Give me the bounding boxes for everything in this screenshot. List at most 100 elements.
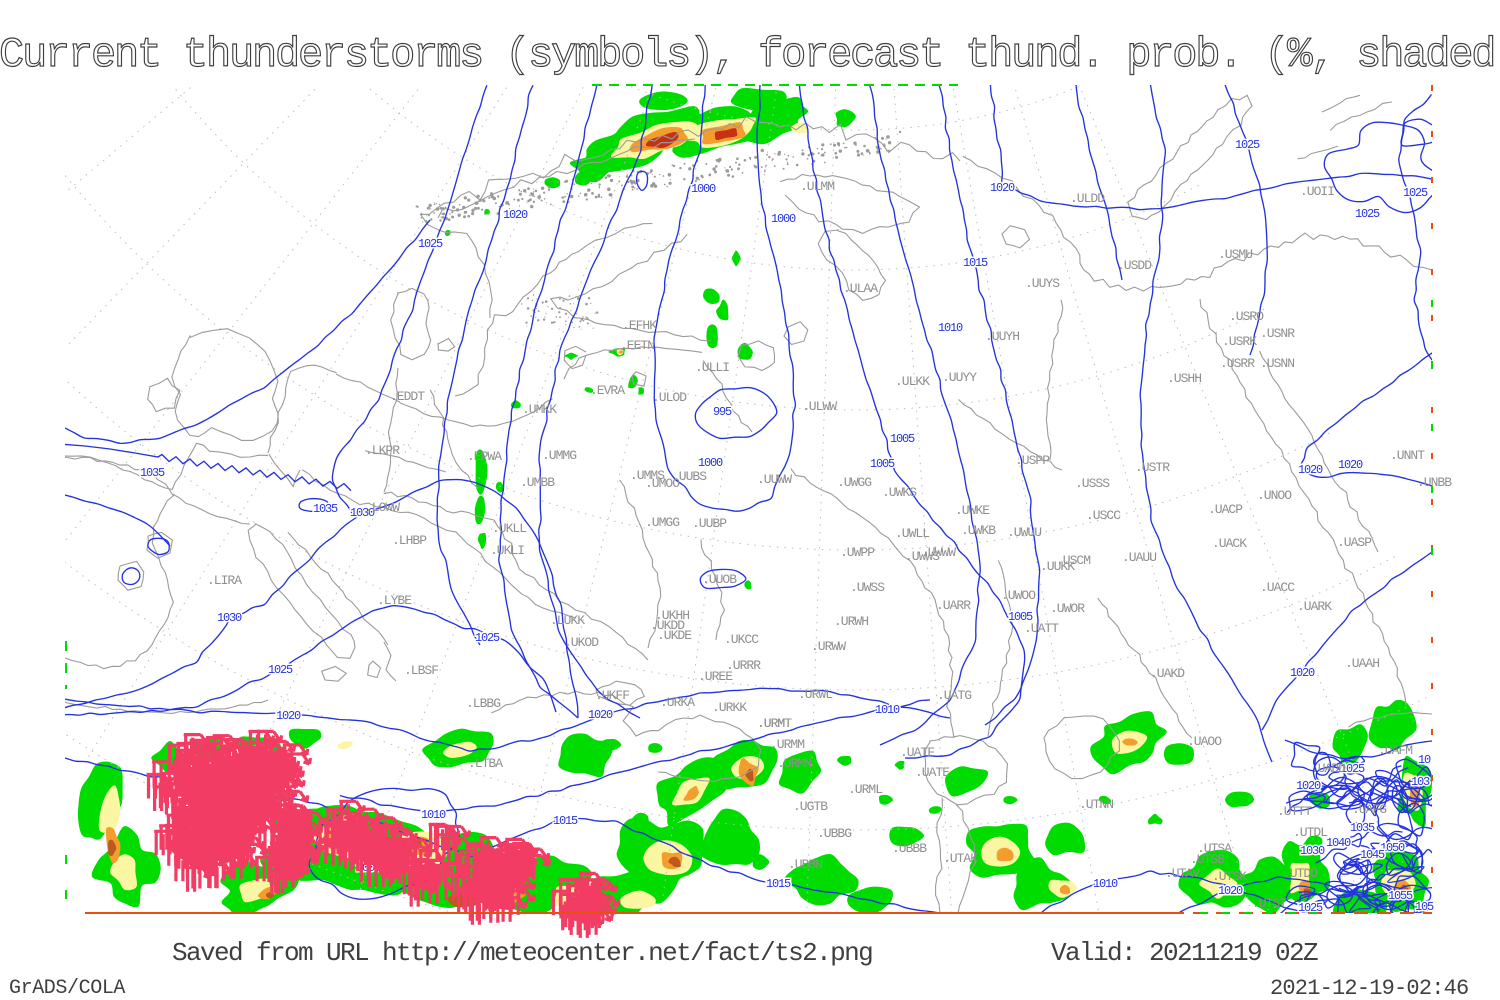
svg-text:.UKHH: .UKHH (655, 608, 689, 623)
svg-text:Valid: 20211219 02Z: Valid: 20211219 02Z (1051, 938, 1318, 968)
svg-text:1040: 1040 (1326, 836, 1351, 850)
svg-text:105: 105 (1415, 900, 1434, 914)
svg-text:.EDDT: .EDDT (390, 389, 425, 404)
svg-text:1020: 1020 (1296, 779, 1321, 793)
svg-text:.UWOO: .UWOO (1001, 588, 1036, 603)
svg-text:.ULWW: .ULWW (802, 399, 837, 414)
svg-text:.LHBP: .LHBP (392, 533, 427, 548)
svg-text:1030: 1030 (1300, 844, 1325, 858)
svg-text:.UKLL: .UKLL (492, 521, 526, 536)
svg-text:.UTAV: .UTAV (1165, 866, 1200, 881)
svg-text:.UARK: .UARK (1297, 599, 1332, 614)
svg-text:.UUOB: .UUOB (702, 572, 737, 587)
svg-text:.UUYH: .UUYH (985, 329, 1019, 344)
svg-text:.UTDL: .UTDL (1293, 825, 1327, 840)
svg-text:1030: 1030 (217, 611, 242, 625)
svg-text:.UATT: .UATT (1024, 621, 1059, 636)
svg-text:.UTDD: .UTDD (1283, 866, 1318, 881)
svg-text:.UWGG: .UWGG (837, 475, 871, 490)
svg-text:.USSS: .USSS (1075, 476, 1110, 491)
svg-text:.UWSS: .UWSS (850, 580, 885, 595)
svg-text:.UUKK: .UUKK (1040, 559, 1075, 574)
svg-text:GrADS/COLA: GrADS/COLA (9, 977, 125, 1000)
svg-text:.USNR: .USNR (1260, 326, 1295, 341)
svg-text:1050: 1050 (1380, 841, 1405, 855)
svg-text:.UAKD: .UAKD (1150, 666, 1185, 681)
svg-text:1025: 1025 (418, 237, 443, 251)
svg-text:.USDD: .USDD (1117, 258, 1152, 273)
svg-text:.USNN: .USNN (1260, 356, 1294, 371)
svg-text:.USCC: .USCC (1086, 508, 1121, 523)
svg-text:1035: 1035 (313, 502, 338, 516)
svg-text:.UACC: .UACC (1260, 580, 1295, 595)
svg-text:.UWWS: .UWWS (905, 549, 940, 564)
svg-text:.UAFG: .UAFG (1352, 802, 1386, 817)
svg-text:.LBBG: .LBBG (466, 696, 500, 711)
svg-text:.UATG: .UATG (937, 688, 971, 703)
svg-text:1000: 1000 (691, 182, 716, 196)
svg-text:1045: 1045 (1360, 848, 1385, 862)
svg-text:.URMT: .URMT (757, 716, 792, 731)
svg-text:1010: 1010 (938, 321, 963, 335)
svg-text:.UWKE: .UWKE (955, 503, 990, 518)
svg-text:1025: 1025 (1355, 207, 1380, 221)
svg-text:1025: 1025 (268, 663, 293, 677)
svg-text:.UASP: .UASP (1337, 535, 1372, 550)
svg-text:.URMT: .URMT (757, 716, 792, 731)
svg-text:.UNNT: .UNNT (1390, 448, 1425, 463)
svg-text:.UKLI: .UKLI (490, 543, 524, 558)
svg-text:.LIRA: .LIRA (207, 573, 242, 588)
svg-text:1025: 1025 (1340, 762, 1365, 776)
svg-text:.USRK: .USRK (1222, 334, 1257, 349)
svg-text:.UKCC: .UKCC (724, 632, 759, 647)
svg-text:.ULLI: .ULLI (695, 360, 729, 375)
svg-text:.UMKK: .UMKK (522, 402, 557, 417)
svg-text:.UWKB: .UWKB (961, 523, 996, 538)
svg-text:1000: 1000 (771, 212, 796, 226)
svg-text:.URKK: .URKK (712, 700, 747, 715)
svg-text:.USRO: .USRO (1229, 309, 1264, 324)
svg-text:1020: 1020 (503, 208, 528, 222)
svg-text:1015: 1015 (553, 814, 578, 828)
svg-text:1020: 1020 (1290, 666, 1315, 680)
svg-text:1020: 1020 (1218, 884, 1243, 898)
svg-text:.USRR: .USRR (1220, 356, 1255, 371)
svg-text:.EETN: .EETN (620, 338, 654, 353)
svg-text:.UOII: .UOII (1300, 184, 1334, 199)
svg-text:1020: 1020 (1338, 458, 1363, 472)
svg-text:.UMOO: .UMOO (645, 476, 680, 491)
svg-text:.UREE: .UREE (698, 669, 733, 684)
svg-text:.UMMG: .UMMG (542, 448, 576, 463)
svg-text:.USTR: .USTR (1135, 460, 1170, 475)
svg-text:.UTSA: .UTSA (1197, 841, 1232, 856)
svg-text:1030: 1030 (350, 506, 375, 520)
svg-text:.UWUU: .UWUU (1007, 525, 1041, 540)
svg-text:.UUYS: .UUYS (1025, 276, 1060, 291)
svg-text:.UATE: .UATE (915, 765, 950, 780)
svg-text:1020: 1020 (588, 708, 613, 722)
svg-text:.EPWA: .EPWA (467, 449, 502, 464)
svg-text:.UKDD: .UKDD (650, 618, 685, 633)
svg-text:1025: 1025 (1403, 186, 1428, 200)
svg-text:.UKFF: .UKFF (595, 688, 629, 703)
svg-text:1005: 1005 (870, 457, 895, 471)
svg-text:.UBBB: .UBBB (892, 841, 927, 856)
svg-text:.UACP: .UACP (1208, 502, 1243, 517)
svg-text:.URMM: .URMM (770, 737, 804, 752)
svg-text:1020: 1020 (1298, 463, 1323, 477)
svg-text:.UWPP: .UWPP (840, 545, 875, 560)
svg-text:.ULKK: .ULKK (895, 374, 930, 389)
svg-text:.UAUU: .UAUU (1122, 550, 1156, 565)
svg-text:.UBBN: .UBBN (788, 857, 822, 872)
svg-text:.ULMM: .ULMM (800, 179, 834, 194)
svg-text:.UATF: .UATF (900, 745, 934, 760)
svg-text:.URML: .URML (848, 782, 882, 797)
svg-text:.LBSF: .LBSF (404, 663, 438, 678)
svg-text:1010: 1010 (875, 703, 900, 717)
svg-text:.UTST: .UTST (1252, 896, 1287, 911)
svg-text:.UAFM: .UAFM (1378, 743, 1412, 758)
svg-text:.USHH: .USHH (1167, 371, 1201, 386)
svg-text:.UTAK: .UTAK (943, 851, 978, 866)
svg-text:1025: 1025 (1298, 901, 1323, 915)
svg-text:1020: 1020 (1290, 666, 1315, 680)
